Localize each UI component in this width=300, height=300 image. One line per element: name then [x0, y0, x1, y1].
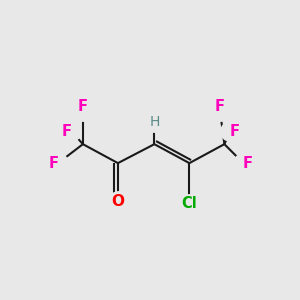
Text: F: F: [243, 156, 253, 171]
Text: F: F: [230, 124, 240, 139]
Text: F: F: [49, 156, 59, 171]
Text: F: F: [215, 99, 225, 114]
Text: O: O: [111, 194, 124, 208]
Text: F: F: [62, 124, 72, 139]
Text: F: F: [78, 99, 88, 114]
Text: H: H: [149, 115, 160, 129]
Text: Cl: Cl: [182, 196, 197, 211]
